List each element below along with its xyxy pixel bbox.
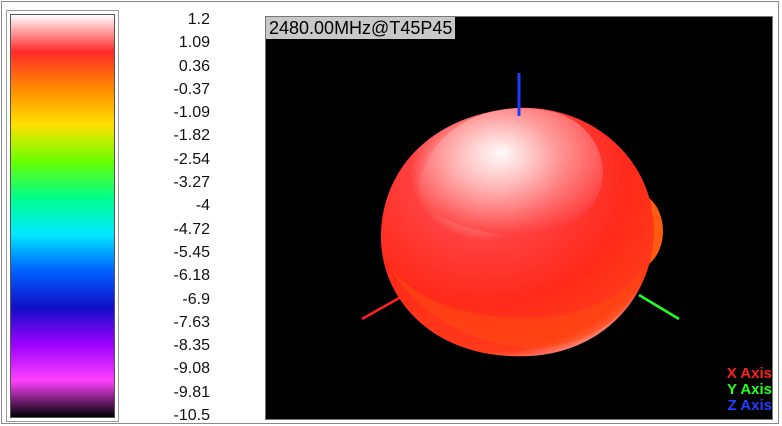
colorbar-tick-label: -1.09 [173, 104, 210, 122]
y-axis-line [638, 293, 680, 321]
lobe-lower-band [390, 266, 645, 348]
chart-title: 2480.00MHz@T45P45 [266, 17, 456, 39]
colorbar-tick-label: 1.2 [187, 11, 210, 28]
colorbar-tick-label: -10.5 [173, 407, 210, 424]
colorbar-tick-label: -8.35 [173, 337, 210, 355]
colorbar-tick-label: -0.37 [173, 80, 210, 98]
colorbar-tick-label: -3.27 [173, 174, 210, 192]
colorbar-tick-label: -4.72 [173, 220, 210, 238]
lobe-cap [420, 108, 603, 235]
colorbar-tick-label: -6.9 [182, 290, 210, 308]
colorbar-tick-label: -9.81 [173, 383, 210, 401]
colorbar-tick-label: -6.18 [173, 267, 210, 285]
colorbar-tick-label: -2.54 [173, 150, 210, 168]
legend-x-axis: X Axis [726, 365, 772, 382]
colorbar-tick-label: 1.09 [178, 34, 210, 52]
colorbar-tick-label: 0.36 [178, 57, 210, 75]
colorbar-tick-label: -9.08 [173, 360, 210, 378]
axis-legend: X Axis Y Axis Z Axis [690, 366, 772, 414]
colorbar-tick-label: -7.63 [173, 313, 210, 331]
colorbar [10, 14, 115, 418]
legend-z-axis: Z Axis [727, 397, 772, 414]
colorbar-tick-label: -5.45 [173, 243, 210, 261]
colorbar-tick-label: -1.82 [173, 127, 210, 145]
legend-y-axis: Y Axis [726, 381, 772, 398]
radiation-pattern-plot [361, 73, 680, 357]
colorbar-tick-labels: 1.2 1.09 0.36 -0.37 -1.09 -1.82 -2.54 -3.27 -4 -4… [118, 11, 210, 424]
colorbar-tick-label: -4 [195, 197, 210, 215]
